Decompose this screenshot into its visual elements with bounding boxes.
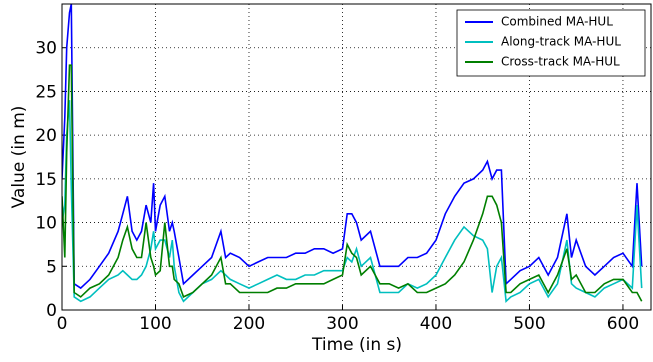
x-tick-label: 100 — [139, 314, 171, 334]
x-tick-label: 200 — [233, 314, 265, 334]
y-tick-label: 5 — [46, 257, 57, 277]
x-tick-label: 500 — [513, 314, 545, 334]
x-tick-label: 400 — [420, 314, 452, 334]
legend-label: Cross-track MA-HUL — [501, 55, 620, 69]
y-tick-label: 25 — [35, 82, 57, 102]
plot-frame — [61, 3, 652, 311]
legend: Combined MA-HUL Along-track MA-HUL Cross-t… — [456, 9, 646, 77]
x-tick-label: 0 — [57, 314, 68, 334]
legend-label: Along-track MA-HUL — [501, 35, 621, 49]
legend-label: Combined MA-HUL — [501, 15, 613, 29]
y-tick-label: 0 — [46, 301, 57, 321]
x-tick-label: 600 — [607, 314, 639, 334]
y-tick-label: 15 — [35, 170, 57, 190]
series-line — [62, 100, 643, 303]
y-tick-label: 30 — [35, 39, 57, 59]
x-axis-label: Time (in s) — [311, 335, 402, 355]
y-tick-label: 10 — [35, 214, 57, 234]
series-line — [62, 4, 643, 290]
y-tick-label: 20 — [35, 126, 57, 146]
x-tick-label: 300 — [326, 314, 358, 334]
series-line — [62, 64, 643, 302]
y-axis-label: Value (in m) — [9, 106, 29, 209]
